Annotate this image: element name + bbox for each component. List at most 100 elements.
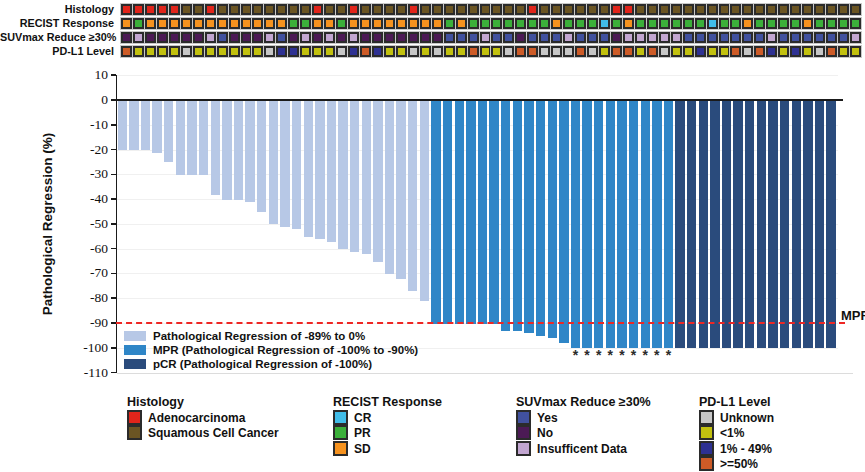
asterisk-marker: * bbox=[581, 348, 593, 362]
suvmax-cell bbox=[396, 32, 407, 43]
bar bbox=[338, 101, 347, 250]
legend-label-mpr: MPR (Pathological Regression of -100% to… bbox=[153, 344, 418, 356]
suvmax-cell bbox=[480, 32, 491, 43]
bar bbox=[443, 101, 452, 324]
histology-cell bbox=[719, 4, 730, 15]
legend-swatch bbox=[333, 441, 348, 456]
pdl1-cell bbox=[396, 46, 407, 57]
suvmax-cell bbox=[671, 32, 682, 43]
bar bbox=[385, 101, 394, 274]
suvmax-cell bbox=[157, 32, 168, 43]
y-tick-label: -100 bbox=[60, 341, 108, 355]
legend-item-label: >=50% bbox=[720, 457, 758, 471]
pdl1-cell bbox=[790, 46, 801, 57]
histology-cell bbox=[551, 4, 562, 15]
suvmax-cell bbox=[372, 32, 383, 43]
pdl1-cell bbox=[575, 46, 586, 57]
histology-cell bbox=[491, 4, 502, 15]
suvmax-cell bbox=[754, 32, 765, 43]
bar bbox=[745, 101, 754, 349]
bar bbox=[327, 101, 336, 242]
bar bbox=[710, 101, 719, 349]
legend-item-label: SD bbox=[354, 442, 371, 456]
pdl1-cell bbox=[133, 46, 144, 57]
recist-cell bbox=[193, 18, 204, 29]
pdl1-cell bbox=[480, 46, 491, 57]
mpr-threshold-line bbox=[116, 322, 845, 324]
pdl1-cell bbox=[587, 46, 598, 57]
recist-cell bbox=[276, 18, 287, 29]
suvmax-cell bbox=[503, 32, 514, 43]
bar bbox=[536, 101, 545, 336]
recist-cell bbox=[563, 18, 574, 29]
histology-cell bbox=[730, 4, 741, 15]
histology-cell bbox=[754, 4, 765, 15]
y-tick-label: -30 bbox=[60, 167, 108, 181]
recist-cell bbox=[252, 18, 263, 29]
bar bbox=[501, 101, 510, 331]
suvmax-cell bbox=[348, 32, 359, 43]
suvmax-cell bbox=[324, 32, 335, 43]
recist-cell bbox=[288, 18, 299, 29]
suvmax-cell bbox=[659, 32, 670, 43]
bar bbox=[606, 101, 615, 349]
histology-cell bbox=[157, 4, 168, 15]
recist-cell bbox=[432, 18, 443, 29]
bar bbox=[257, 101, 266, 213]
pdl1-cell bbox=[491, 46, 502, 57]
histology-cell bbox=[336, 4, 347, 15]
recist-cell bbox=[503, 18, 514, 29]
y-tick-mark bbox=[111, 223, 116, 225]
legend-item-label: 1% - 49% bbox=[720, 442, 772, 456]
histology-cell bbox=[276, 4, 287, 15]
bar bbox=[152, 101, 161, 153]
histology-cell bbox=[193, 4, 204, 15]
bar bbox=[722, 101, 731, 349]
recist-cell bbox=[790, 18, 801, 29]
recist-cell bbox=[360, 18, 371, 29]
pdl1-cell bbox=[456, 46, 467, 57]
pdl1-cell bbox=[742, 46, 753, 57]
recist-cell bbox=[348, 18, 359, 29]
pdl1-cell bbox=[659, 46, 670, 57]
recist-cell bbox=[515, 18, 526, 29]
pdl1-cell bbox=[719, 46, 730, 57]
legend-item-label: Unknown bbox=[720, 411, 774, 425]
recist-cell bbox=[599, 18, 610, 29]
legend-swatch bbox=[699, 441, 714, 456]
y-tick-mark bbox=[111, 99, 116, 101]
bar bbox=[768, 101, 777, 349]
legend-swatch bbox=[127, 410, 142, 425]
recist-cell bbox=[527, 18, 538, 29]
legend-item-label: Adenocarcinoma bbox=[148, 411, 245, 425]
bar bbox=[524, 101, 533, 334]
suvmax-cell bbox=[360, 32, 371, 43]
histology-cell bbox=[456, 4, 467, 15]
y-tick-mark bbox=[111, 124, 116, 126]
suvmax-cell bbox=[300, 32, 311, 43]
bar bbox=[548, 101, 557, 339]
suvmax-cell bbox=[145, 32, 156, 43]
asterisk-marker: * bbox=[628, 348, 640, 362]
recist-cell bbox=[444, 18, 455, 29]
suvmax-cell bbox=[563, 32, 574, 43]
asterisk-marker: * bbox=[593, 348, 605, 362]
legend-swatch bbox=[516, 410, 531, 425]
y-tick-mark bbox=[111, 149, 116, 151]
y-tick-label: -40 bbox=[60, 192, 108, 206]
recist-cell bbox=[491, 18, 502, 29]
gridline bbox=[117, 373, 853, 374]
legend-swatch bbox=[333, 425, 348, 440]
recist-cell bbox=[695, 18, 706, 29]
pdl1-cell bbox=[683, 46, 694, 57]
histology-cell bbox=[647, 4, 658, 15]
pdl1-cell bbox=[312, 46, 323, 57]
pdl1-cell bbox=[300, 46, 311, 57]
histology-cell bbox=[217, 4, 228, 15]
legend-item-label: Insufficent Data bbox=[537, 442, 627, 456]
histology-cell bbox=[432, 4, 443, 15]
histology-cell bbox=[671, 4, 682, 15]
y-tick-label: -70 bbox=[60, 266, 108, 280]
y-tick-mark bbox=[111, 198, 116, 200]
recist-cell bbox=[659, 18, 670, 29]
